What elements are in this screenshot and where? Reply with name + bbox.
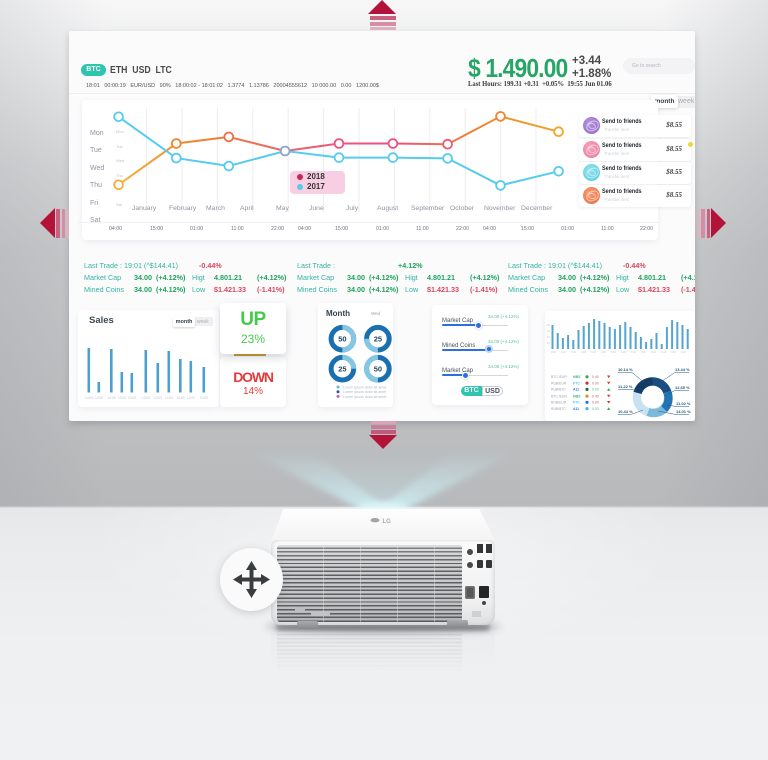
svg-text:RUB/BTC: RUB/BTC <box>551 388 566 392</box>
svg-text:12:00: 12:00 <box>142 396 150 400</box>
svg-text:RUB/EUR: RUB/EUR <box>551 381 567 385</box>
svg-text:9:00: 9:00 <box>611 350 617 354</box>
svg-text:10.14 %: 10.14 % <box>618 367 633 372</box>
svg-text:9:40: 9:40 <box>601 350 607 354</box>
svg-text:BTC /EUR: BTC /EUR <box>551 394 567 398</box>
svg-text:40: 40 <box>547 323 550 327</box>
svg-text:10:00: 10:00 <box>177 396 185 400</box>
svg-text:14.01 %: 14.01 % <box>676 409 691 414</box>
svg-text:9:40: 9:40 <box>661 350 667 354</box>
svg-text:9:00: 9:00 <box>641 350 647 354</box>
svg-text:9:20: 9:20 <box>591 350 597 354</box>
svg-text:0.00: 0.00 <box>592 401 599 405</box>
svg-text:10:00: 10:00 <box>154 396 162 400</box>
svg-text:9:40: 9:40 <box>631 350 637 354</box>
svg-text:13.44 %: 13.44 % <box>675 367 690 372</box>
svg-text:12:00: 12:00 <box>95 396 103 400</box>
svg-text:RUB/EUR: RUB/EUR <box>551 401 567 405</box>
svg-text:Lorem ipsum dolor sit amet: Lorem ipsum dolor sit amet <box>343 395 386 399</box>
svg-text:10:00: 10:00 <box>128 396 136 400</box>
svg-text:MBS: MBS <box>573 375 581 379</box>
svg-text:9:00: 9:00 <box>581 350 587 354</box>
svg-text:50: 50 <box>338 335 346 344</box>
svg-text:LG: LG <box>383 519 392 524</box>
svg-text:10:00: 10:00 <box>85 396 93 400</box>
svg-text:PTC: PTC <box>573 381 580 385</box>
svg-text:9:20: 9:20 <box>651 350 657 354</box>
svg-text:Lorem ipsum dolor sit amet: Lorem ipsum dolor sit amet <box>343 386 386 390</box>
svg-text:12:00: 12:00 <box>118 396 126 400</box>
svg-text:BTC /EUR: BTC /EUR <box>551 375 567 379</box>
svg-text:10.44 %: 10.44 % <box>618 409 633 414</box>
svg-text:0.03: 0.03 <box>592 407 599 411</box>
svg-text:MBS: MBS <box>573 394 581 398</box>
svg-text:PTC: PTC <box>573 401 580 405</box>
svg-text:9:40: 9:40 <box>571 350 577 354</box>
svg-text:9:20: 9:20 <box>681 350 687 354</box>
svg-text:0.00: 0.00 <box>592 381 599 385</box>
svg-text:11.02 %: 11.02 % <box>676 401 691 406</box>
svg-text:10:00: 10:00 <box>200 396 208 400</box>
svg-text:9:20: 9:20 <box>621 350 627 354</box>
svg-text:12:00: 12:00 <box>187 396 195 400</box>
svg-text:A11: A11 <box>573 407 579 411</box>
svg-text:30: 30 <box>547 329 550 333</box>
svg-text:9:00: 9:00 <box>671 350 677 354</box>
svg-text:12:00: 12:00 <box>165 396 173 400</box>
svg-text:12.65 %: 12.65 % <box>675 385 690 390</box>
svg-text:25: 25 <box>338 365 346 374</box>
svg-text:25: 25 <box>374 335 382 344</box>
svg-text:11.22 %: 11.22 % <box>618 384 633 389</box>
svg-text:10: 10 <box>547 341 550 345</box>
svg-text:9:00: 9:00 <box>551 350 557 354</box>
svg-text:20: 20 <box>547 335 550 339</box>
svg-text:0.03: 0.03 <box>592 388 599 392</box>
svg-text:0.40: 0.40 <box>592 375 599 379</box>
svg-text:0.40: 0.40 <box>592 394 599 398</box>
svg-text:50: 50 <box>374 365 382 374</box>
svg-text:Lorem ipsum dolor sit amet: Lorem ipsum dolor sit amet <box>343 390 386 394</box>
svg-text:9:20: 9:20 <box>561 350 567 354</box>
svg-text:RUB/BTC: RUB/BTC <box>551 407 566 411</box>
svg-text:A11: A11 <box>573 388 579 392</box>
svg-text:10:00: 10:00 <box>108 396 116 400</box>
